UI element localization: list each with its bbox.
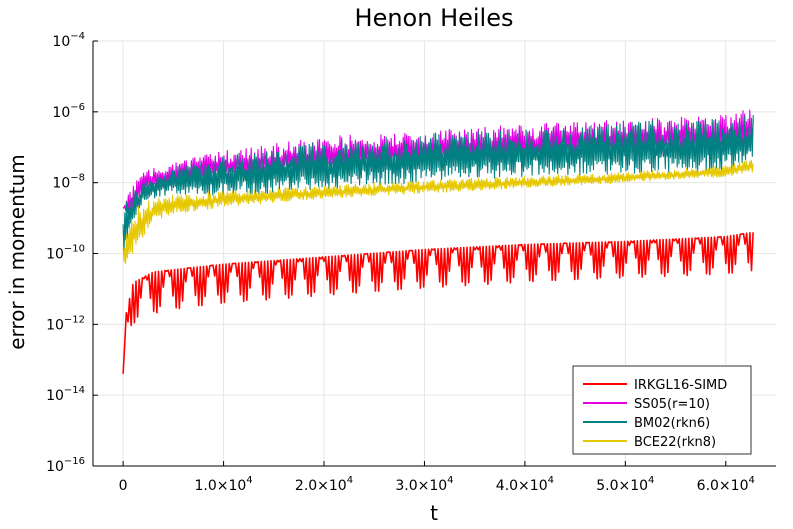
x-axis-label: t — [430, 501, 438, 525]
y-tick-label: 10−8 — [52, 173, 85, 192]
series-line — [122, 159, 754, 265]
y-tick-label: 10−4 — [52, 31, 85, 50]
x-tick-label: 6.0×104 — [697, 475, 755, 494]
y-tick-label: 10−16 — [46, 456, 85, 475]
x-tick-label: 4.0×104 — [496, 475, 554, 494]
chart-title: Henon Heiles — [355, 4, 514, 32]
legend: IRKGL16-SIMD SS05(r=10) BM02(rkn6) BCE22(rk… — [572, 365, 752, 455]
legend-entry-label: SS05(r=10) — [634, 397, 710, 412]
y-tick-label: 10−14 — [46, 385, 85, 404]
x-tick-labels: 0 1.0×104 2.0×104 3.0×104 4.0×104 5.0×104 6.0×… — [119, 461, 755, 494]
x-tick-label: 3.0×104 — [395, 475, 453, 494]
legend-entry-label: BCE22(rkn8) — [634, 435, 716, 450]
x-tick-label: 2.0×104 — [295, 475, 353, 494]
y-tick-labels: 10−16 10−14 10−12 10−10 10−8 10−6 10−4 — [46, 31, 98, 475]
legend-entry-label: BM02(rkn6) — [634, 416, 710, 431]
series-line — [122, 114, 754, 255]
series-line — [122, 232, 754, 374]
y-tick-label: 10−12 — [46, 314, 85, 333]
y-tick-label: 10−10 — [46, 244, 85, 263]
x-tick-label: 1.0×104 — [194, 475, 252, 494]
y-axis-label: error in momentum — [5, 154, 29, 350]
y-tick-label: 10−6 — [52, 102, 85, 121]
legend-box — [572, 365, 752, 455]
legend-entry-label: IRKGL16-SIMD — [634, 378, 727, 393]
x-tick-label: 5.0×104 — [596, 475, 654, 494]
x-tick-label: 0 — [119, 478, 128, 494]
series-layer — [122, 109, 754, 374]
